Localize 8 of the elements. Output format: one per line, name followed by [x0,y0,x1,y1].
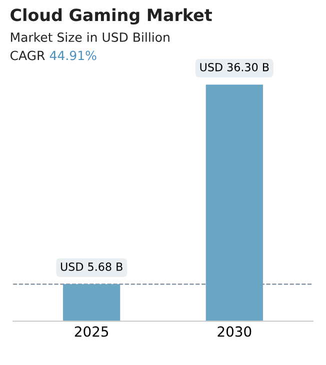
chart-subtitle: Market Size in USD Billion [11,32,170,42]
text: CAGR [10,50,45,60]
text: 44.91% [50,50,96,60]
chart-title: Cloud Gaming Market [10,8,212,25]
x-tick-label: 2030 [218,326,252,337]
data-label: USD 5.68 B [60,262,122,271]
data-label: USD 36.30 B [200,62,269,72]
x-tick-label: 2025 [74,326,108,337]
